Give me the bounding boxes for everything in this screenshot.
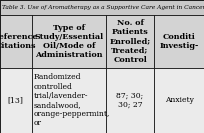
Bar (0, 68, 32, 133)
Bar (106, 15, 154, 68)
Bar (106, 68, 154, 133)
Text: 87; 30;
30; 27: 87; 30; 30; 27 (116, 92, 144, 109)
Bar (0, 0, 204, 15)
Text: Table 3. Use of Aromatherapy as a Supportive Care Agent in Cancer and Palliative: Table 3. Use of Aromatherapy as a Suppor… (2, 5, 204, 10)
Bar (154, 68, 204, 133)
Text: Anxiety: Anxiety (165, 96, 193, 104)
Text: [13]: [13] (8, 96, 24, 104)
Text: Randomized
controlled
trial/lavender-
sandalwood,
orange-peppermint,
or: Randomized controlled trial/lavender- sa… (34, 73, 110, 127)
Text: Reference
Citations: Reference Citations (0, 33, 39, 50)
Bar (0, 15, 32, 68)
Bar (154, 15, 204, 68)
Text: Type of
Study/Essential
Oil/Mode of
Administration: Type of Study/Essential Oil/Mode of Admi… (34, 24, 103, 59)
Bar (32, 68, 106, 133)
Text: No. of
Patients
Enrolled;
Treated;
Control: No. of Patients Enrolled; Treated; Contr… (109, 19, 151, 64)
Text: Conditi
Investig-: Conditi Investig- (159, 33, 199, 50)
Bar (32, 15, 106, 68)
